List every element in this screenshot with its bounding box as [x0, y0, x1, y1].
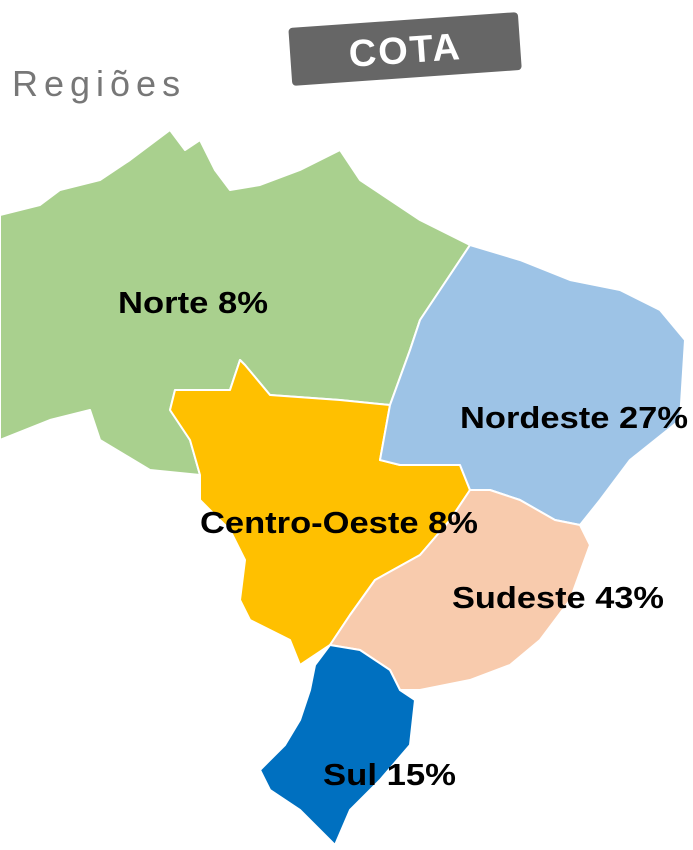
region-sudeste	[329, 489, 591, 691]
map	[0, 129, 686, 846]
badge: COTA	[288, 12, 522, 86]
region-label: Nordeste 27%	[460, 400, 688, 435]
region-label: Centro-Oeste 8%	[200, 505, 478, 540]
region-sul	[259, 644, 416, 846]
region-label: Sul 15%	[323, 757, 456, 792]
badge-text: COTA	[347, 26, 462, 76]
badge-box	[288, 12, 522, 86]
region-label: Sudeste 43%	[452, 580, 664, 615]
region-label: Norte 8%	[118, 285, 268, 320]
page-title: Regiões	[12, 63, 186, 104]
